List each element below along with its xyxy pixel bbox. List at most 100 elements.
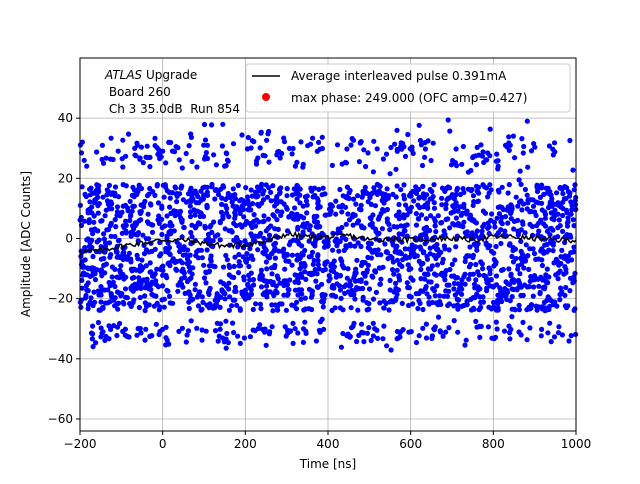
scatter-point [204,202,210,208]
scatter-point [421,226,427,232]
scatter-point [361,147,367,153]
scatter-point [279,301,285,307]
scatter-point [498,297,504,303]
scatter-point [108,135,114,141]
scatter-point [83,292,89,299]
scatter-point [242,287,248,293]
scatter-point [489,211,495,217]
y-tick-label: −60 [48,412,73,426]
scatter-point [507,298,513,304]
scatter-point [235,270,242,276]
scatter-point [454,275,460,281]
annotation: ATLAS Upgrade Board 260 Ch 3 35.0dB Run … [104,68,240,116]
scatter-point [163,160,169,166]
scatter-point [98,284,104,290]
scatter-point [167,251,173,258]
scatter-point [284,292,291,298]
scatter-point [372,203,379,209]
scatter-point [235,333,241,339]
scatter-point [263,228,269,234]
scatter-point [108,292,114,298]
scatter-point [387,171,393,177]
scatter-point [462,230,468,236]
scatter-point [179,183,185,189]
scatter-point [219,201,225,207]
scatter-point [563,305,570,311]
scatter-point [350,211,356,217]
scatter-point [261,218,267,224]
scatter-point [104,192,110,198]
scatter-point [161,194,167,200]
scatter-point [282,266,288,272]
scatter-point [133,267,139,273]
scatter-point [117,267,123,273]
scatter-point [300,326,307,332]
scatter-point [439,185,446,191]
scatter-point [455,208,461,214]
scatter-point [516,177,522,183]
scatter-point [223,318,229,324]
scatter-point [480,266,486,272]
scatter-point [192,281,198,287]
scatter-point [438,249,444,255]
scatter-point [131,286,137,292]
scatter-point [264,137,270,143]
scatter-point [522,230,528,236]
scatter-point [524,192,530,198]
scatter-point [184,332,190,338]
scatter-point [431,205,438,211]
scatter-point [555,211,561,217]
scatter-point [406,302,412,309]
scatter-point [128,259,134,265]
scatter-point [229,199,235,205]
scatter-point [351,196,357,202]
scatter-point [151,303,157,309]
scatter-point [571,274,577,280]
scatter-point [121,224,127,231]
scatter-point [271,248,277,254]
scatter-point [344,146,350,152]
scatter-point [530,293,536,299]
scatter-point [567,288,573,294]
scatter-point [517,271,523,277]
scatter-point [163,249,169,255]
scatter-point [98,299,104,305]
scatter-point [184,260,190,267]
scatter-point [473,318,479,324]
scatter-point [292,163,298,169]
scatter-point [274,273,280,279]
scatter-point [315,252,321,258]
scatter-point [145,211,151,217]
scatter-point [224,257,230,263]
scatter-point [538,217,544,223]
scatter-point [164,337,170,343]
scatter-point [397,261,403,267]
scatter-point [348,142,354,148]
scatter-point [409,147,415,153]
scatter-point [184,256,191,262]
scatter-point [446,301,452,307]
scatter-point [545,280,551,286]
scatter-point [392,249,398,255]
scatter-point [98,292,104,298]
scatter-point [256,203,262,209]
scatter-point [365,199,371,205]
scatter-point [160,182,166,188]
scatter-point [568,211,574,217]
scatter-point [205,289,212,296]
scatter-point [183,339,189,345]
scatter-point [108,233,114,239]
scatter-point [116,194,122,200]
scatter-point [89,204,95,210]
scatter-point [551,140,558,146]
scatter-point [103,207,109,213]
scatter-point [521,265,527,271]
scatter-point [455,289,461,295]
scatter-point [253,223,259,229]
scatter-point [115,148,121,154]
scatter-point [360,259,366,265]
scatter-point [406,293,412,299]
scatter-point [313,278,319,284]
scatter-point [270,308,276,314]
scatter-point [564,232,570,238]
